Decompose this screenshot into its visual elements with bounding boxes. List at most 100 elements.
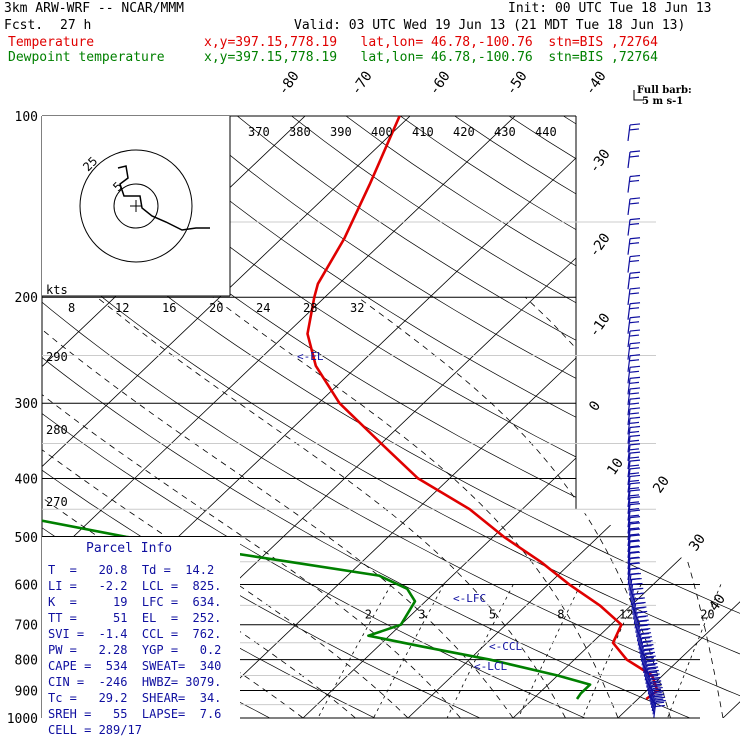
wind-barb-flag (629, 545, 640, 548)
wind-barb-staff (636, 621, 640, 638)
wind-barb (627, 217, 641, 236)
wind-barb (627, 376, 641, 395)
wind-barb-flag (629, 464, 640, 467)
wind-barb-flag (629, 421, 640, 425)
wind-barb-flag (629, 508, 640, 511)
wind-barb-flag (629, 416, 641, 420)
pressure-tick-label: 300 (15, 397, 38, 412)
isotherm-line (42, 116, 516, 718)
parcel-info-row: PW = 2.28 YGP = 0.2 (48, 643, 222, 657)
wind-barb-flag (644, 647, 655, 651)
wind-barb-staff (652, 698, 656, 715)
wind-barb-staff (650, 691, 655, 708)
isotherm-label: -10 (586, 310, 614, 340)
wind-barb-staff (627, 303, 631, 320)
wind-barb-staff (631, 594, 635, 611)
wind-barb-flag (637, 610, 648, 614)
isotherm-label: 10 (604, 455, 627, 478)
wind-barb-staff (627, 523, 631, 540)
wind-barb (627, 416, 641, 435)
wind-barb (627, 237, 641, 255)
valid-time: Valid: 03 UTC Wed 19 Jun 13 (21 MDT Tue … (294, 18, 686, 33)
wind-barb-flag (629, 197, 641, 200)
pressure-tick-label: 1000 (7, 712, 38, 727)
parcel-info-title: Parcel Info (86, 541, 173, 556)
isotherm-label: -50 (503, 68, 531, 98)
hodograph-speed-label: 8 (68, 301, 75, 315)
hodograph-speed-label: 20 (209, 301, 223, 315)
dewpoint-profile (42, 116, 592, 700)
wind-barb-flag (629, 482, 641, 485)
wind-barb-flag (631, 577, 642, 581)
wind-barb-staff (627, 427, 631, 444)
wind-barb-staff (627, 273, 631, 290)
wind-barb-flag (629, 528, 641, 531)
wind-barb-flag (629, 321, 640, 324)
wind-barb (627, 503, 641, 521)
wind-barb (627, 123, 641, 141)
theta-label: 370 (248, 125, 270, 139)
wind-barb-flag (629, 479, 640, 483)
wind-barb-flag (629, 287, 641, 290)
parcel-level-annotation: <-CCL (489, 640, 522, 653)
wind-barb (627, 516, 641, 534)
wind-barb-staff (627, 198, 631, 216)
wind-barb-flag (630, 572, 641, 576)
wind-barb-flag (629, 271, 641, 274)
isotherm-label: -70 (348, 68, 376, 98)
wind-barb-flag (629, 514, 640, 517)
wind-barb-staff (648, 681, 652, 698)
temperature-profile (306, 116, 659, 701)
wind-barb-staff (639, 637, 643, 654)
temperature-legend-info: x,y=397.15,778.19 lat,lon= 46.78,-100.76… (204, 35, 658, 50)
wind-barb (627, 528, 641, 547)
theta-label: 410 (412, 125, 434, 139)
wind-barb-flag (629, 540, 641, 543)
wind-barb-flag (640, 627, 651, 631)
wind-barb (627, 354, 641, 372)
parcel-info-row: Tc = 29.2 SHEAR= 34. (48, 691, 222, 705)
dry-adiabat (563, 116, 740, 718)
wind-barb-flag (632, 582, 643, 586)
wind-barb-staff (627, 288, 631, 306)
wind-barb-flag (634, 597, 645, 600)
wind-barb-flag (651, 680, 662, 683)
wind-barb-staff (627, 378, 631, 395)
wind-barb-flag (629, 128, 640, 131)
isotherm-label: -60 (426, 68, 454, 98)
wind-barb-flag (629, 397, 641, 400)
wind-barb (627, 540, 641, 558)
wind-barb-flag (629, 562, 641, 565)
wind-barb-flag (629, 217, 641, 221)
dry-adiabat (454, 116, 740, 718)
isotherm-label: -40 (582, 68, 610, 98)
wind-barb-flag (629, 527, 640, 530)
wind-barb-staff (627, 541, 631, 558)
wind-barb (627, 489, 641, 507)
wind-barb-flag (629, 539, 640, 542)
dewpoint-legend-info: x,y=397.15,778.19 lat,lon= 46.78,-100.76… (204, 50, 658, 65)
wind-barb (627, 522, 641, 540)
wind-barb (627, 387, 641, 406)
wind-barb-staff (627, 497, 631, 514)
wind-barb-flag (629, 503, 641, 506)
moist-adiabat (212, 296, 619, 718)
dewpoint-legend-label: Dewpoint temperature (8, 50, 165, 65)
wind-barb-flag (633, 587, 644, 590)
temperature-legend-label: Temperature (8, 35, 95, 50)
wind-barb-staff (627, 330, 631, 348)
wind-barb (627, 443, 641, 461)
wind-barb-flag (629, 557, 641, 560)
wind-barb-flag (629, 407, 641, 410)
isobars (41, 115, 700, 719)
wind-barb-staff (627, 535, 631, 553)
wind-barb (627, 534, 641, 553)
wind-barb-flag (629, 222, 640, 226)
wind-barb (627, 397, 641, 416)
wind-barb-flag (641, 636, 652, 639)
wind-barb-staff (627, 444, 631, 461)
wind-barb-flag (629, 451, 641, 454)
pressure-tick-label: 200 (15, 291, 38, 306)
wind-barb-flag (629, 533, 640, 536)
parcel-info-row: K = 19 LFC = 634. (48, 595, 222, 609)
